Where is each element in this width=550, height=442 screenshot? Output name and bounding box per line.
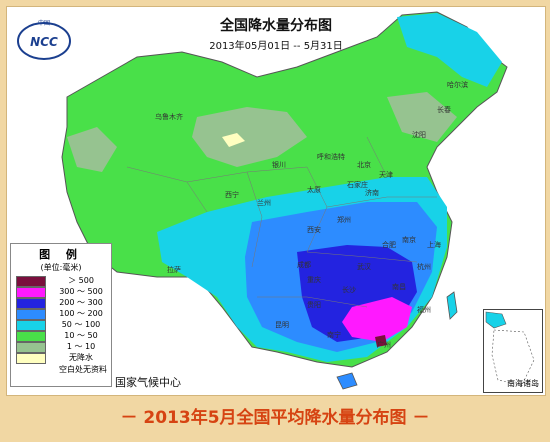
region-1-10mm-west bbox=[67, 127, 117, 172]
city-label: 兰州 bbox=[257, 198, 271, 207]
legend: 图 例 (单位:毫米) ＞ 500 300 ～ 500 200 ～ 300 100 ～… bbox=[10, 243, 112, 387]
city-label: 武汉 bbox=[357, 262, 371, 271]
city-label: 南昌 bbox=[392, 282, 406, 291]
city-label: 沈阳 bbox=[412, 130, 426, 139]
region-1-10mm-north bbox=[192, 107, 307, 167]
agency-name: 国家气候中心 bbox=[115, 376, 181, 389]
city-label: 太原 bbox=[307, 185, 321, 194]
legend-label: 300 ～ 500 bbox=[59, 287, 103, 296]
legend-swatch bbox=[16, 320, 46, 331]
city-label: 南宁 bbox=[327, 330, 341, 339]
region-no-precip bbox=[222, 133, 245, 147]
legend-unit: (单位:毫米) bbox=[40, 263, 82, 272]
legend-label: ＞ 500 bbox=[68, 276, 94, 285]
city-label: 银川 bbox=[272, 160, 286, 169]
city-label: 拉萨 bbox=[167, 265, 181, 274]
legend-swatch bbox=[16, 287, 46, 298]
legend-label: 10 ～ 50 bbox=[64, 331, 98, 340]
city-label: 长春 bbox=[437, 105, 451, 114]
legend-item: 200 ～ 300 bbox=[13, 297, 109, 309]
legend-swatch bbox=[16, 353, 46, 364]
legend-item: 1 ～ 10 bbox=[13, 341, 109, 353]
legend-label: 50 ～ 100 bbox=[61, 320, 101, 329]
city-labels: 乌鲁木齐拉萨西宁兰州银川呼和浩特北京天津石家庄太原 济南郑州西安成都重庆武汉长沙南… bbox=[155, 80, 468, 349]
legend-title: 图 例 bbox=[39, 248, 83, 261]
legend-swatch bbox=[16, 298, 46, 309]
city-label: 郑州 bbox=[337, 216, 351, 224]
legend-label: 100 ～ 200 bbox=[59, 309, 103, 318]
legend-swatch bbox=[16, 342, 46, 353]
city-label: 西宁 bbox=[225, 190, 239, 199]
region-over-500mm bbox=[375, 335, 387, 347]
svg-text:中国: 中国 bbox=[38, 19, 50, 27]
legend-item: ＞ 500 bbox=[13, 275, 109, 287]
legend-item: 10 ～ 50 bbox=[13, 330, 109, 342]
svg-text:NCC: NCC bbox=[30, 35, 58, 49]
map-title: 全国降水量分布图 bbox=[220, 18, 332, 34]
city-label: 石家庄 bbox=[347, 180, 368, 189]
city-label: 南京 bbox=[402, 235, 416, 244]
legend-label: 200 ～ 300 bbox=[59, 298, 103, 307]
city-label: 重庆 bbox=[307, 275, 321, 284]
city-label: 乌鲁木齐 bbox=[155, 112, 183, 121]
city-label: 昆明 bbox=[275, 321, 289, 329]
map-panel: 乌鲁木齐 拉萨 西宁 兰州 银川 呼和浩特 北京 天津 石家庄 太原 济南 郑州 西安 成都 重庆 武汉 长沙南… bbox=[6, 6, 546, 396]
city-label: 济南 bbox=[365, 188, 379, 197]
city-label: 合肥 bbox=[382, 240, 396, 249]
city-label: 呼和浩特 bbox=[317, 152, 345, 161]
legend-swatch bbox=[16, 331, 46, 342]
map-date-range: 2013年05月01日 -- 5月31日 bbox=[209, 41, 343, 52]
city-label: 西安 bbox=[307, 225, 321, 234]
legend-item: 100 ～ 200 bbox=[13, 308, 109, 320]
legend-label: 1 ～ 10 bbox=[66, 342, 96, 351]
city-label: 福州 bbox=[417, 305, 431, 314]
city-label: 长沙 bbox=[342, 285, 356, 294]
legend-item: 50 ～ 100 bbox=[13, 319, 109, 331]
legend-label: 无降水 bbox=[69, 353, 93, 362]
city-label: 天津 bbox=[379, 171, 393, 179]
region-300-500mm bbox=[342, 297, 412, 342]
legend-item: 300 ～ 500 bbox=[13, 286, 109, 298]
province-borders bbox=[126, 136, 437, 308]
inset-label: 南海诸岛 bbox=[507, 379, 539, 388]
legend-swatch bbox=[16, 276, 46, 287]
taiwan-island bbox=[446, 291, 458, 320]
city-label: 上海 bbox=[427, 240, 441, 249]
south-china-sea-inset: 南海诸岛 bbox=[483, 309, 543, 393]
region-1-10mm-ne bbox=[387, 92, 457, 142]
city-label: 贵阳 bbox=[307, 300, 321, 309]
region-50-100mm-ne bbox=[397, 13, 502, 87]
hainan-island bbox=[336, 372, 358, 390]
figure-caption: － 2013年5月全国平均降水量分布图 － bbox=[120, 408, 430, 428]
inset-map bbox=[485, 311, 535, 386]
precipitation-map: 乌鲁木齐拉萨西宁兰州银川呼和浩特北京天津石家庄太原 济南郑州西安成都重庆武汉长沙南… bbox=[61, 11, 508, 390]
legend-item: 无降水 bbox=[13, 352, 109, 364]
legend-rows: ＞ 500 300 ～ 500 200 ～ 300 100 ～ 200 50 ～ 100… bbox=[11, 275, 111, 364]
legend-swatch bbox=[16, 309, 46, 320]
city-label: 成都 bbox=[297, 260, 311, 269]
city-label: 广州 bbox=[377, 340, 391, 349]
legend-no-data-note: 空白处无资料 bbox=[59, 365, 107, 374]
city-label: 杭州 bbox=[417, 262, 431, 271]
ncc-logo: 中国 NCC bbox=[17, 19, 71, 60]
city-label: 北京 bbox=[357, 160, 371, 169]
city-label: 哈尔滨 bbox=[447, 80, 468, 89]
